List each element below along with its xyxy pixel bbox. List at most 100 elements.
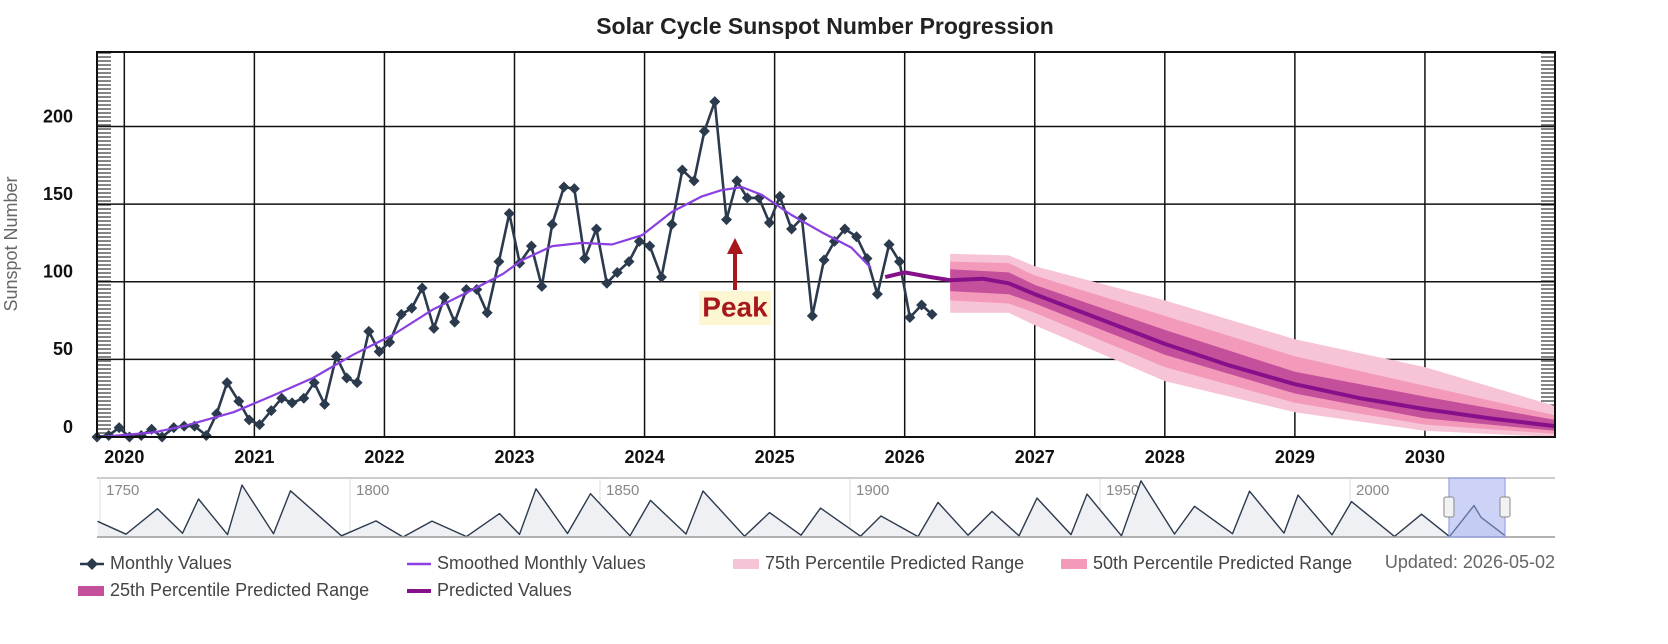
data-point [633,235,645,247]
data-point [851,231,863,243]
data-point [308,377,320,389]
data-point [395,308,407,320]
data-point [363,325,375,337]
data-point [601,277,613,289]
data-point [883,239,895,250]
data-point [818,254,830,266]
x-tick-label: 2028 [1145,447,1185,467]
x-tick-label: 2020 [104,447,144,467]
legend-item[interactable]: Smoothed Monthly Values [407,553,646,573]
y-tick-label: 0 [63,417,73,437]
data-point [493,256,505,268]
data-point [698,125,710,137]
data-point [319,398,331,410]
legend-label: 25th Percentile Predicted Range [110,580,369,600]
navigator-tick-label: 1750 [106,482,139,499]
data-point [893,256,905,268]
data-point [763,217,775,229]
data-point [796,212,808,224]
navigator-selection[interactable] [1448,477,1506,538]
data-point [721,214,733,226]
legend-swatch [1061,559,1087,569]
predicted-line [884,270,1555,429]
peak-arrowhead [727,238,743,254]
data-point [676,164,688,176]
legend-label: Predicted Values [437,580,572,600]
peak-annotation: Peak [699,238,771,325]
legend-label: 75th Percentile Predicted Range [765,553,1024,573]
data-point [330,350,342,362]
data-point [611,266,623,278]
percentile-band [950,261,1555,434]
legend-label: Smoothed Monthly Values [437,553,646,573]
data-point [871,288,883,300]
data-point [536,280,548,292]
updated-note: Updated: 2026-05-02 [1385,552,1555,572]
series-line [100,186,872,439]
data-point [233,395,245,407]
navigator-tick-label: 1900 [856,482,889,499]
navigator-tick-label: 1950 [1106,482,1139,499]
data-point [265,405,277,417]
data-point [243,414,255,426]
data-point [741,192,753,204]
legend-item[interactable]: 50th Percentile Predicted Range [1061,553,1352,573]
data-point [406,302,418,314]
data-point [590,223,602,235]
data-point [666,218,678,230]
legend-marker [86,558,98,570]
y-tick-label: 50 [53,339,73,359]
data-point [286,397,298,409]
data-point [373,346,385,358]
x-tick-label: 2026 [885,447,925,467]
navigator-tick-label: 1800 [356,482,389,499]
data-point [428,322,440,334]
data-point [916,299,928,311]
data-point [341,372,353,384]
data-point [481,307,493,319]
series-layer [91,96,1555,443]
y-tick-label: 100 [43,262,73,282]
y-axis-label: Sunspot Number [1,176,21,311]
data-point [503,207,515,219]
x-tick-label: 2021 [234,447,274,467]
data-point [438,291,450,303]
data-point [113,422,125,434]
legend-item[interactable]: 25th Percentile Predicted Range [78,580,369,600]
navigator-line [97,480,1506,538]
x-tick-label: 2022 [364,447,404,467]
x-tick-label: 2027 [1015,447,1055,467]
data-point [351,377,363,389]
data-point [644,240,656,252]
data-point [449,316,461,328]
navigator-tick-label: 2000 [1356,482,1389,499]
chart-title: Solar Cycle Sunspot Number Progression [596,13,1054,39]
data-point [568,183,580,195]
navigator-handle[interactable] [1443,496,1455,518]
x-tick-label: 2024 [625,447,665,467]
data-point [709,96,721,108]
percentile-band [950,269,1555,431]
data-point [786,223,798,235]
legend-swatch [733,559,759,569]
data-point [254,419,266,431]
data-point [221,377,233,389]
x-tick-label: 2025 [755,447,795,467]
data-point [200,429,212,441]
data-point [579,252,591,264]
data-point [416,282,428,294]
legend-item[interactable]: 75th Percentile Predicted Range [733,553,1024,573]
data-point [655,271,667,283]
legend-item[interactable]: Predicted Values [407,580,572,600]
legend-label: 50th Percentile Predicted Range [1093,553,1352,573]
legend-item[interactable]: Monthly Values [80,553,232,573]
x-tick-label: 2023 [494,447,534,467]
legend-label: Monthly Values [110,553,232,573]
data-point [731,175,743,187]
navigator-handle[interactable] [1499,496,1511,518]
data-point [926,308,938,320]
navigator-tick-label: 1850 [606,482,639,499]
